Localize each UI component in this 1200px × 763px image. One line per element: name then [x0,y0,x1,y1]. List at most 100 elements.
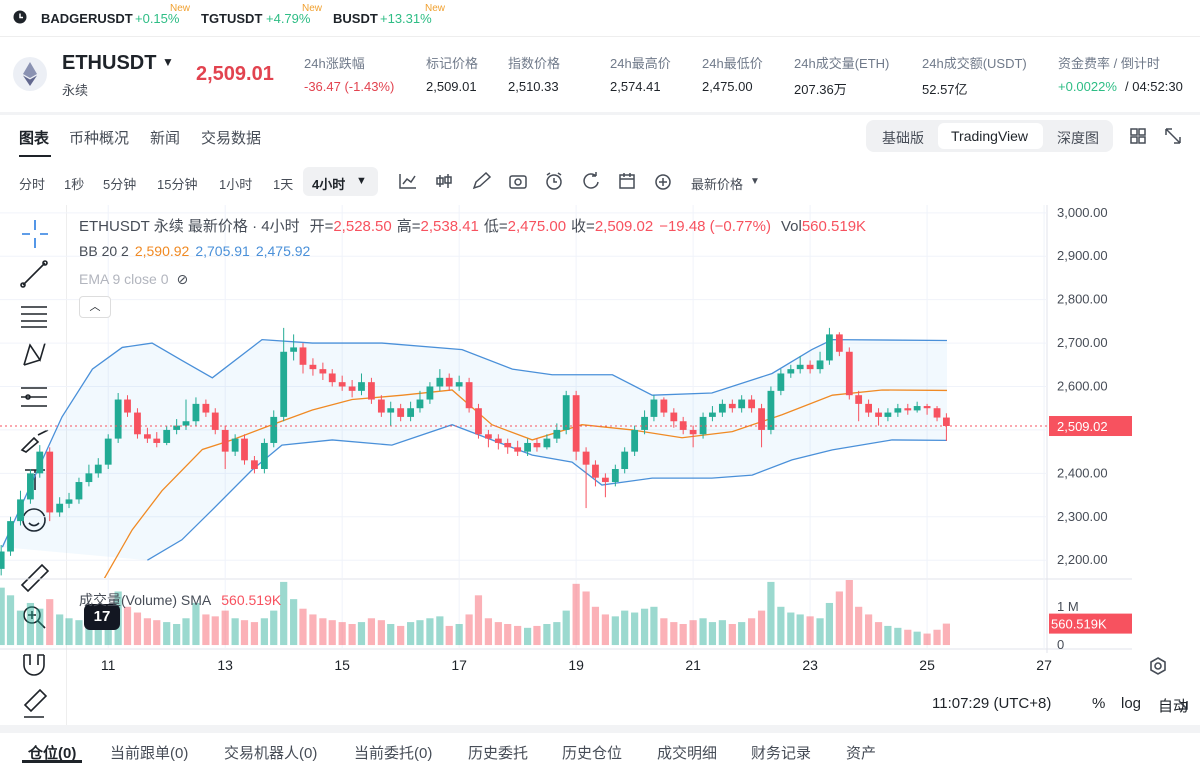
settings-icon[interactable] [1148,656,1168,676]
ticker-change[interactable]: +13.31% [380,11,432,26]
price-type[interactable]: 最新价格 [691,177,744,192]
interval[interactable]: 分时 [19,177,46,192]
interval[interactable]: 1小时 [219,177,253,192]
bottom-tab-underline [22,760,82,763]
bottom-tab[interactable]: 历史仓位 [562,745,623,762]
bb-line [1,338,947,548]
interval[interactable]: 15分钟 [157,177,198,192]
interval-dropdown[interactable]: ▼ [356,175,367,187]
tab[interactable]: 交易数据 [201,130,262,147]
bottom-tab[interactable]: 财务记录 [751,745,812,762]
view-mode[interactable]: 深度图 [1057,130,1099,146]
candle-body [241,438,248,461]
volume-bar [133,612,142,646]
candle-body [641,416,648,430]
last-volume-tag [1049,613,1132,634]
scroll-icon[interactable] [1173,695,1193,715]
volume-bar [767,581,775,646]
ticker-symbol[interactable]: BADGERUSDT [41,11,133,26]
interval-active-bg [303,167,378,196]
volume-bar [865,614,873,646]
ohlc-field-value: 2,538.41 [420,218,479,235]
bottom-tab[interactable]: 当前跟单(0) [110,745,189,762]
candle-body [689,429,697,435]
layout-icons[interactable] [1128,126,1190,146]
ticker-symbol[interactable]: TGTUSDT [201,11,263,26]
interval[interactable]: 1秒 [64,177,85,192]
new-badge: New [170,3,191,14]
bb-line [147,424,947,561]
tab[interactable]: 新闻 [150,130,181,147]
interval[interactable]: 4小时 [312,177,346,192]
view-mode[interactable]: TradingView [951,128,1029,144]
y-tick-label: 2,200.00 [1057,552,1108,567]
y-tick-label: 2,900.00 [1057,248,1108,263]
volume-tick-label: 1 M [1057,599,1079,614]
volume-bar [591,606,600,646]
volume-bar [728,624,736,646]
candle-body [202,403,210,413]
scale-option[interactable]: log [1121,695,1142,712]
candle-body [787,369,795,374]
visibility-icon: ⊘ [176,271,189,287]
volume-bar [299,608,307,646]
bottom-tab[interactable]: 仓位(0) [28,745,77,762]
ema-legend: EMA 9 close 0 ⊘ [79,271,188,288]
new-badge: New [302,3,323,14]
interval[interactable]: 5分钟 [103,177,137,192]
ticker-change[interactable]: +0.15% [135,11,180,26]
bottom-tab[interactable]: 资产 [846,745,877,762]
candle-body [211,412,219,430]
tab[interactable]: 图表 [19,130,50,147]
view-mode[interactable]: 基础版 [882,130,924,146]
volume-tick-label: 0 [1057,637,1064,652]
candle-body [494,438,502,443]
stat-value: 207.36万 [794,82,847,97]
bottom-tab[interactable]: 交易机器人(0) [224,745,318,762]
ohlc-field-label: 收= [571,218,595,235]
symbol-dropdown[interactable]: ▼ [162,55,174,69]
tv-logo[interactable]: 17 [84,604,120,630]
candle-body [368,382,375,400]
stat-value: 2,509.01 [426,79,477,94]
volume-bar [153,620,161,646]
volume-bar [894,627,902,646]
stat-label: 24h成交额(USDT) [922,56,1027,71]
volume-bar [631,612,639,646]
volume-bar [601,614,609,646]
interval[interactable]: 1天 [273,177,294,192]
x-tick-label: 19 [568,657,584,673]
candle-body [718,403,726,413]
scale-option[interactable]: % [1092,695,1106,712]
eth-icon [13,57,47,91]
volume-bar [777,606,785,646]
candle-body [533,442,541,448]
candle-body [679,421,687,430]
bottom-tab[interactable]: 历史委托 [468,745,529,762]
candle-body [777,373,785,391]
ohlc-field-label: 高= [396,218,421,235]
candle-body [328,373,336,383]
x-tick-label: 23 [802,657,818,673]
collapse-legend[interactable]: ︿ [79,296,111,318]
tab[interactable]: 币种概况 [69,130,130,147]
ticker-symbol[interactable]: BUSDT [333,11,378,26]
chart-tools[interactable] [396,170,676,192]
price-type-dropdown[interactable]: ▼ [750,176,760,187]
volume-bar [679,624,687,646]
x-tick-label: 13 [217,657,233,673]
bottom-tab[interactable]: 当前委托(0) [354,745,433,762]
volume-bar [806,616,814,646]
volume-bar [689,620,697,646]
candle-body [270,416,278,443]
symbol[interactable]: ETHUSDT [62,52,157,74]
timezone-clock[interactable]: 11:07:29 (UTC+8) [932,695,1052,712]
volume-bar [874,622,883,646]
bottom-tab[interactable]: 成交明细 [657,745,718,762]
candle-body [650,399,658,417]
ticker-change[interactable]: +4.79% [266,11,311,26]
volume-bar [65,618,73,646]
scale-option[interactable]: 自动 [1158,698,1189,715]
candle-body [397,408,405,417]
